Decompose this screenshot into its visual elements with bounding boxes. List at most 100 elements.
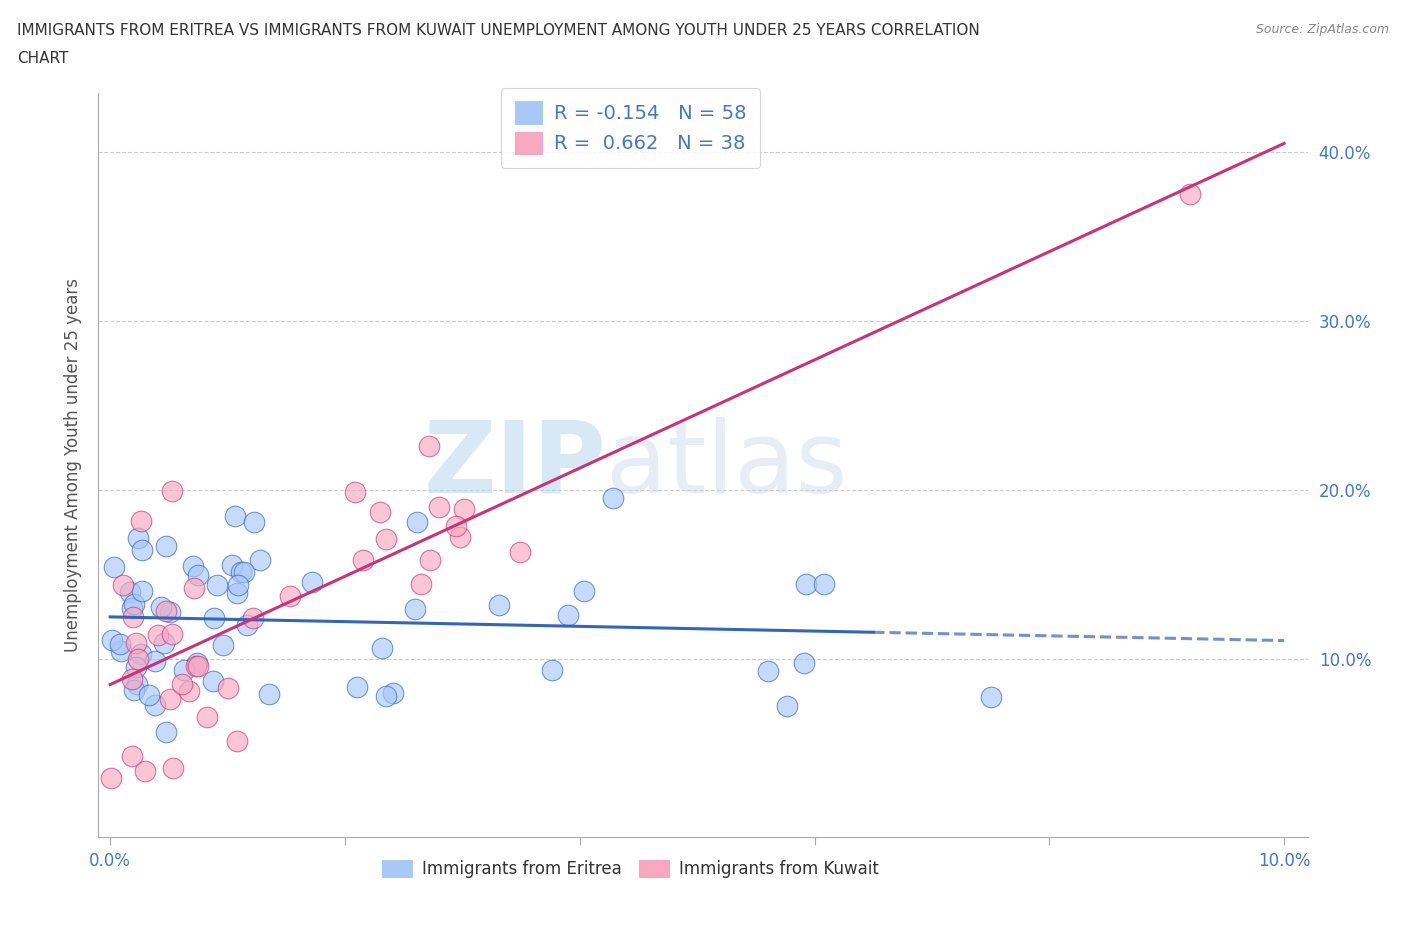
- Point: [756, 663, 779, 678]
- Point: [280, 589, 302, 604]
- Point: [509, 544, 531, 559]
- Point: [159, 604, 181, 619]
- Point: [257, 686, 280, 701]
- Point: [134, 764, 156, 778]
- Point: [813, 577, 835, 591]
- Point: [224, 509, 246, 524]
- Point: [186, 656, 208, 671]
- Point: [172, 676, 194, 691]
- Point: [444, 519, 467, 534]
- Point: [419, 553, 441, 568]
- Point: [145, 654, 167, 669]
- Point: [418, 439, 440, 454]
- Point: [557, 607, 579, 622]
- Point: [186, 658, 208, 673]
- Point: [138, 687, 160, 702]
- Point: [118, 585, 141, 600]
- Point: [381, 685, 404, 700]
- Point: [101, 632, 124, 647]
- Point: [103, 560, 125, 575]
- Point: [346, 680, 368, 695]
- Point: [427, 499, 450, 514]
- Point: [225, 734, 247, 749]
- Point: [127, 652, 149, 667]
- Point: [217, 680, 239, 695]
- Point: [226, 578, 249, 592]
- Point: [404, 602, 426, 617]
- Point: [155, 538, 177, 553]
- Point: [405, 515, 427, 530]
- Point: [231, 565, 253, 579]
- Point: [125, 659, 148, 674]
- Text: Source: ZipAtlas.com: Source: ZipAtlas.com: [1256, 23, 1389, 36]
- Point: [1180, 187, 1202, 202]
- Point: [173, 662, 195, 677]
- Point: [343, 485, 366, 500]
- Point: [179, 684, 201, 698]
- Point: [488, 597, 510, 612]
- Point: [129, 646, 152, 661]
- Point: [131, 543, 153, 558]
- Point: [453, 502, 475, 517]
- Point: [352, 552, 374, 567]
- Text: IMMIGRANTS FROM ERITREA VS IMMIGRANTS FROM KUWAIT UNEMPLOYMENT AMONG YOUTH UNDER: IMMIGRANTS FROM ERITREA VS IMMIGRANTS FR…: [17, 23, 980, 38]
- Text: ZIP: ZIP: [423, 417, 606, 513]
- Point: [541, 663, 564, 678]
- Point: [122, 596, 145, 611]
- Point: [375, 532, 398, 547]
- Point: [242, 611, 264, 626]
- Point: [221, 557, 243, 572]
- Point: [131, 583, 153, 598]
- Point: [212, 638, 235, 653]
- Point: [127, 676, 149, 691]
- Point: [129, 513, 152, 528]
- Point: [124, 636, 146, 651]
- Point: [371, 641, 394, 656]
- Point: [249, 552, 271, 567]
- Text: CHART: CHART: [17, 51, 69, 66]
- Point: [153, 635, 176, 650]
- Point: [110, 644, 132, 658]
- Point: [149, 600, 172, 615]
- Point: [121, 671, 143, 686]
- Point: [162, 761, 184, 776]
- Point: [143, 698, 166, 712]
- Point: [202, 610, 225, 625]
- Point: [980, 690, 1002, 705]
- Point: [148, 628, 170, 643]
- Point: [409, 577, 432, 591]
- Point: [449, 529, 471, 544]
- Point: [122, 683, 145, 698]
- Point: [155, 724, 177, 739]
- Point: [160, 484, 183, 498]
- Point: [236, 618, 259, 632]
- Point: [121, 610, 143, 625]
- Point: [602, 490, 624, 505]
- Point: [195, 710, 218, 724]
- Point: [368, 505, 391, 520]
- Point: [375, 689, 398, 704]
- Point: [232, 565, 254, 579]
- Point: [183, 558, 205, 573]
- Point: [100, 770, 122, 785]
- Point: [574, 583, 596, 598]
- Point: [121, 601, 143, 616]
- Legend: Immigrants from Eritrea, Immigrants from Kuwait: Immigrants from Eritrea, Immigrants from…: [375, 853, 886, 884]
- Point: [155, 604, 177, 618]
- Point: [243, 514, 266, 529]
- Point: [159, 691, 181, 706]
- Point: [162, 627, 184, 642]
- Y-axis label: Unemployment Among Youth under 25 years: Unemployment Among Youth under 25 years: [65, 278, 83, 652]
- Point: [205, 578, 228, 592]
- Point: [793, 655, 815, 670]
- Point: [187, 658, 209, 673]
- Point: [225, 585, 247, 600]
- Point: [183, 580, 205, 595]
- Point: [301, 575, 323, 590]
- Point: [187, 568, 209, 583]
- Point: [111, 578, 134, 592]
- Point: [201, 673, 224, 688]
- Text: atlas: atlas: [606, 417, 848, 513]
- Point: [127, 531, 149, 546]
- Point: [108, 636, 131, 651]
